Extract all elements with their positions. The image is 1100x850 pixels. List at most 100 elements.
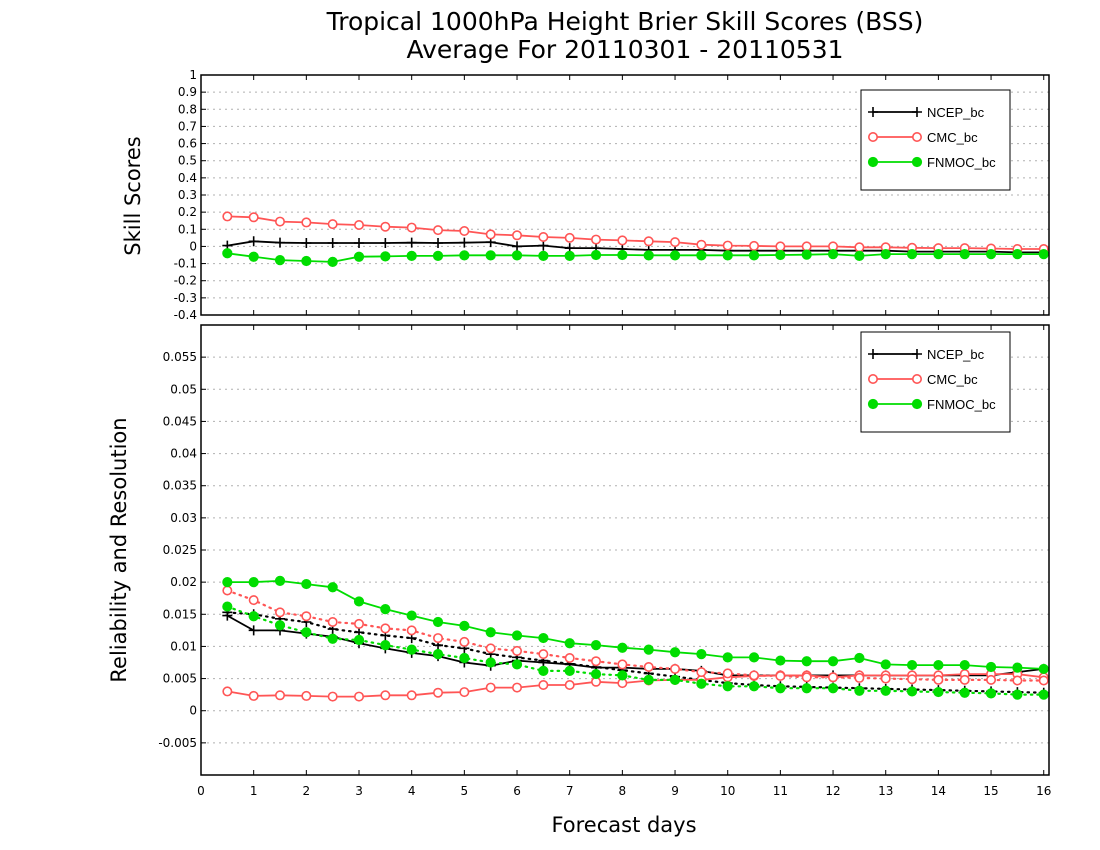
top-point-cmc-bc [801,241,812,252]
top-point-fnmoc-bc [775,249,786,261]
bottom-point-cmc-bc [354,691,365,702]
top-series-cmc-bc [222,211,1049,255]
bottom-point-ncep-bc [248,625,259,636]
bottom-legend-marker-ncep-bc [912,349,922,359]
bottom-point-fnmoc-bc [432,649,444,660]
bottom-point-fnmoc-bc [906,686,918,697]
top-point-fnmoc-bc [485,250,496,261]
bottom-point-fnmoc-bc [880,659,891,670]
bottom-point-fnmoc-bc [511,630,523,641]
top-y-tick-label: -0.2 [174,274,197,288]
bottom-point-cmc-bc [722,668,733,679]
bottom-point-fnmoc-bc [1038,663,1049,675]
x-tick-label: 12 [825,784,840,798]
bottom-point-cmc-bc [907,674,918,685]
top-plot-frame [200,74,1050,316]
bottom-point-cmc-bc [670,663,681,674]
bottom-point-cmc-bc [538,649,549,660]
bottom-point-cmc-bc [1038,675,1049,686]
bottom-y-tick-label: 0.05 [170,382,197,396]
bottom-point-fnmoc-bc [406,644,417,655]
top-legend-marker-fnmoc-bc [911,156,923,168]
bottom-point-fnmoc-bc [485,627,496,638]
bottom-point-cmc-bc [880,673,891,684]
top-y-tick-label: 0.9 [178,85,197,99]
bottom-point-cmc-bc [222,585,233,596]
bottom-point-fnmoc-bc [353,596,365,607]
bottom-y-tick-label: 0 [189,704,197,718]
bottom-point-cmc-bc [617,659,628,670]
top-point-fnmoc-bc [222,248,233,259]
bottom-plot-frame [200,324,1050,776]
bottom-point-cmc-bc [327,616,338,627]
bottom-point-cmc-bc [933,674,944,685]
bottom-y-tick-label: 0.025 [163,543,197,557]
bottom-point-cmc-bc [433,633,444,644]
top-point-fnmoc-bc [406,250,417,261]
bottom-point-cmc-bc [459,687,470,698]
bottom-point-fnmoc-bc [1012,689,1023,700]
x-tick-label: 1 [250,784,258,798]
top-point-fnmoc-bc [353,251,365,262]
bottom-point-fnmoc-bc [959,687,970,698]
bottom-y-tick-label: -0.005 [158,736,197,750]
x-tick-label: 9 [671,784,679,798]
bottom-series-fnmoc-bc-dotted [222,601,1049,700]
bottom-point-fnmoc-bc [801,656,812,667]
bottom-point-cmc-bc [749,670,760,681]
bottom-point-fnmoc-bc [406,610,417,621]
top-legend-label-cmc-bc: CMC_bc [927,130,978,145]
bottom-point-fnmoc-bc [380,604,391,615]
x-tick-label: 8 [619,784,627,798]
bottom-point-fnmoc-bc [985,688,997,699]
x-tick-label: 10 [720,784,735,798]
top-y-tick-label: 0.3 [178,188,197,202]
bottom-point-cmc-bc [696,667,707,678]
top-point-ncep-bc [433,238,444,248]
bottom-point-fnmoc-bc [801,683,812,694]
bottom-y-tick-label: 0.02 [170,575,197,589]
x-tick-label: 7 [566,784,574,798]
top-point-fnmoc-bc [1038,249,1049,260]
bottom-point-cmc-bc [801,672,812,683]
bottom-point-fnmoc-bc [432,616,444,628]
top-point-ncep-bc [275,237,286,248]
top-point-ncep-bc [406,237,417,248]
top-point-fnmoc-bc [906,249,918,260]
reliability-resolution-panel: -0.005 0 0.005 0.01 0.015 0.02 0.025 0.03 0.035 0… [158,324,1051,798]
top-legend-marker-fnmoc-bc [867,156,879,168]
bottom-point-fnmoc-bc [933,686,944,698]
bottom-point-cmc-bc [380,623,391,634]
x-tick-label: 5 [461,784,469,798]
bottom-point-fnmoc-bc [353,634,365,646]
top-point-fnmoc-bc [274,255,286,266]
top-point-fnmoc-bc [459,250,470,261]
bottom-point-fnmoc-bc [248,611,259,622]
bottom-point-fnmoc-bc [854,685,865,696]
top-point-fnmoc-bc [511,250,523,261]
top-point-cmc-bc [275,216,286,227]
bottom-legend-label-cmc-bc: CMC_bc [927,372,978,387]
top-point-fnmoc-bc [827,249,839,260]
top-point-fnmoc-bc [748,250,760,261]
bottom-point-cmc-bc [512,645,523,656]
bottom-legend-label-ncep-bc: NCEP_bc [927,347,985,362]
top-point-cmc-bc [301,217,312,228]
bottom-point-fnmoc-bc [696,649,707,660]
bottom-y-tick-label: 0.045 [163,414,197,428]
top-point-fnmoc-bc [380,251,391,262]
top-y-tick-label: 0.2 [178,205,197,219]
bottom-point-cmc-bc [301,690,312,701]
bottom-point-cmc-bc [406,625,417,636]
bottom-point-cmc-bc [828,672,839,683]
x-tick-label: 3 [355,784,363,798]
bottom-point-fnmoc-bc [459,652,470,664]
bottom-y-tick-label: 0.055 [163,350,197,364]
top-point-fnmoc-bc [959,249,970,260]
bottom-point-cmc-bc [986,674,997,685]
top-point-fnmoc-bc [327,256,338,267]
bottom-point-fnmoc-bc [564,665,575,676]
bottom-legend-marker-fnmoc-bc [911,398,923,410]
bottom-point-fnmoc-bc [248,577,259,588]
